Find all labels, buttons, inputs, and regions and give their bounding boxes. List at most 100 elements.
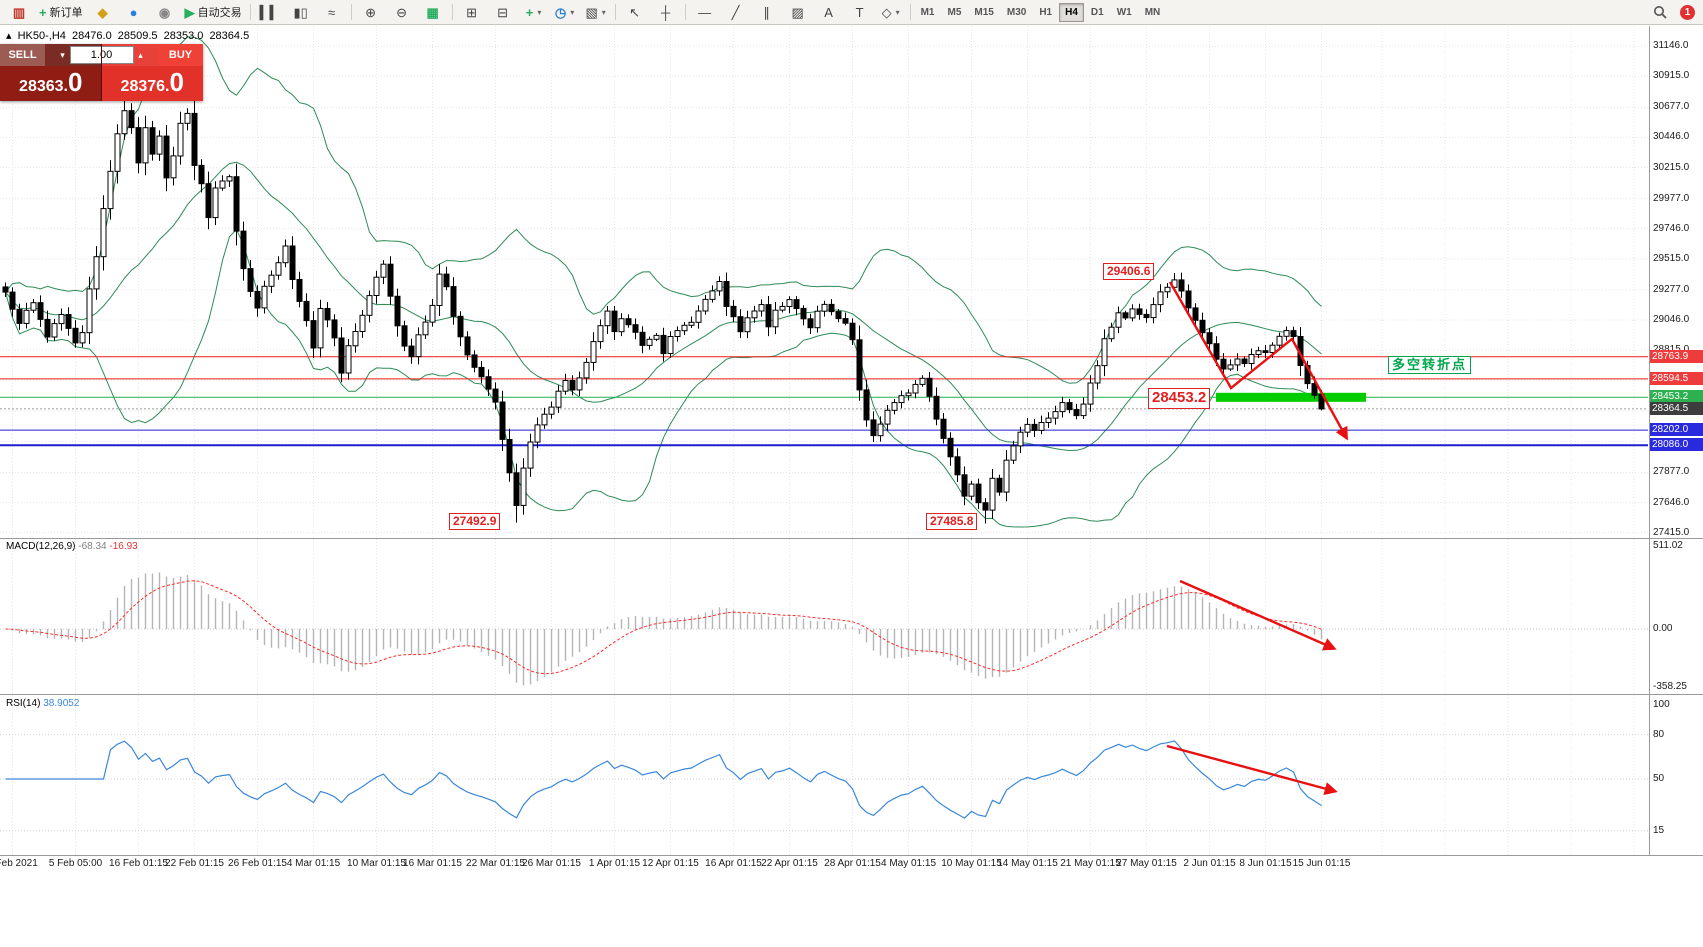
shapes-tool-icon: ◇ [881,4,892,20]
toolbar: ▥ + 新订单 ◆ ● ◉ ▶ 自动交易 ▍▍ ▮▯ ≈ ⊕ ⊖ ▦ ⊞ ⊟ + ▾ ◷ ▾ ▧ ▾ ↖ ┼ ― ╱ ∥ ▨ A T ◇ ▾ M… [0,0,1703,25]
candle-chart-type-icon: ▮▯ [293,4,308,20]
indicators-icon: + [525,4,534,20]
grid-icon: ▦ [426,4,439,20]
search-button[interactable] [1645,1,1675,24]
periods-button[interactable]: ◷ ▾ [550,1,580,24]
turning-price-callout[interactable]: 28453.2 [1148,388,1211,409]
caret-icon: ▾ [601,7,606,17]
timeframe-d1-button[interactable]: D1 [1090,6,1104,18]
indicators-button[interactable]: + ▾ [519,1,549,24]
new-order-label: 新订单 [49,7,83,19]
timeframe-w1-button[interactable]: W1 [1116,6,1132,18]
zoom-out-icon: ⊖ [396,4,408,20]
trendline-tool-icon: ╱ [731,4,740,20]
turning-point-note[interactable]: 多空转折点 [1388,356,1472,375]
caret-icon: ▾ [537,7,542,17]
cursor-icon: ↖ [629,4,641,20]
community-button[interactable]: ● [119,1,149,24]
new-order-icon: + [39,4,47,20]
line-chart-type-icon: ≈ [328,4,336,20]
toolbar-separator [614,4,616,20]
low2-price-callout[interactable]: 27485.8 [926,513,978,530]
autotrading-button[interactable]: ▶ 自动交易 [181,1,246,24]
text-tool-button[interactable]: A [814,1,844,24]
toolbar-separator [451,4,453,20]
label-tool-button[interactable]: T [845,1,875,24]
sell-price[interactable]: 28363. 0 [0,66,102,101]
grid-button[interactable]: ▦ [418,1,448,24]
hline-tool-button[interactable]: ― [690,1,720,24]
templates-icon: ▧ [585,4,598,20]
buy-price[interactable]: 28376. 0 [102,66,204,101]
toolbar-separator [249,4,251,20]
ohlc-close: 28364.5 [209,30,250,42]
market-watch-button[interactable]: ◆ [88,1,118,24]
label-tool-icon: T [855,4,864,20]
fibonacci-tool-icon: ▨ [791,4,804,20]
one-click-trading-panel: SELL ▾ ▴ BUY 28363.0 28376.0 [0,44,203,101]
caret-icon: ▾ [570,7,575,17]
tile-windows-icon: ⊞ [466,4,478,20]
low1-price-callout[interactable]: 27492.9 [449,513,501,530]
shapes-tool-button[interactable]: ◇ ▾ [876,1,906,24]
mql5-button[interactable]: ◉ [150,1,180,24]
toolbar-separator [909,4,911,20]
timeframe-h1-button[interactable]: H1 [1039,6,1053,18]
cascade-windows-button[interactable]: ⊟ [488,1,518,24]
ohlc-high: 28509.5 [117,30,158,42]
candle-chart-type-button[interactable]: ▮▯ [286,1,316,24]
mql5-icon: ◉ [158,4,171,20]
tile-windows-button[interactable]: ⊞ [457,1,487,24]
timeframe-mn-button[interactable]: MN [1144,6,1161,18]
zoom-out-button[interactable]: ⊖ [387,1,417,24]
peak-price-callout[interactable]: 29406.6 [1103,263,1155,280]
rsi-value: 38.9052 [43,698,80,709]
ohlc-open: 28476.0 [71,30,112,42]
channel-tool-button[interactable]: ∥ [752,1,782,24]
search-icon [1654,6,1667,19]
charts-window-button[interactable]: ▥ [4,1,34,24]
symbol-name: HK50-,H4 [17,30,66,42]
zoom-in-icon: ⊕ [365,4,377,20]
sell-price-big: 0 [67,67,83,97]
macd-header: MACD(12,26,9) -68.34 -16.93 [6,541,138,552]
ohlc-low: 28353.0 [163,30,204,42]
market-watch-icon: ◆ [97,4,108,20]
hline-tool-icon: ― [698,4,712,20]
caret-icon: ▾ [895,7,900,17]
rsi-name: RSI(14) [6,698,41,709]
timeframe-m15-button[interactable]: M15 [974,6,994,18]
trade-panel-divider [101,44,102,101]
trendline-tool-button[interactable]: ╱ [721,1,751,24]
volume-increase-button[interactable]: ▴ [138,49,143,60]
toolbar-separator [350,4,352,20]
fibonacci-tool-button[interactable]: ▨ [783,1,813,24]
sell-button[interactable]: SELL [0,44,45,66]
crosshair-button[interactable]: ┼ [651,1,681,24]
symbol-header: ▴ HK50-,H4 28476.0 28509.5 28353.0 28364… [6,29,252,42]
collapse-arrow-icon[interactable]: ▴ [6,30,12,42]
new-order-button[interactable]: + 新订单 [35,1,87,24]
templates-button[interactable]: ▧ ▾ [581,1,611,24]
channel-tool-icon: ∥ [763,4,770,20]
notification-badge[interactable]: 1 [1680,4,1695,20]
macd-main-value: -68.34 [78,541,107,552]
buy-price-small: 28376. [120,78,170,95]
bar-chart-type-button[interactable]: ▍▍ [255,1,285,24]
volume-decrease-button[interactable]: ▾ [60,49,65,60]
line-chart-type-button[interactable]: ≈ [317,1,347,24]
timeframe-m5-button[interactable]: M5 [947,6,962,18]
cursor-button[interactable]: ↖ [620,1,650,24]
buy-button[interactable]: BUY [158,44,203,66]
zoom-in-button[interactable]: ⊕ [356,1,386,24]
rsi-header: RSI(14) 38.9052 [6,698,79,709]
timeframe-m30-button[interactable]: M30 [1006,6,1027,18]
autotrading-label: 自动交易 [197,7,242,19]
toolbar-separator [684,4,686,20]
bar-chart-type-icon: ▍▍ [259,4,280,20]
macd-name: MACD(12,26,9) [6,541,76,552]
buy-price-big: 0 [169,67,184,97]
timeframe-m1-button[interactable]: M1 [920,6,935,18]
timeframe-h4-button[interactable]: H4 [1059,2,1084,22]
